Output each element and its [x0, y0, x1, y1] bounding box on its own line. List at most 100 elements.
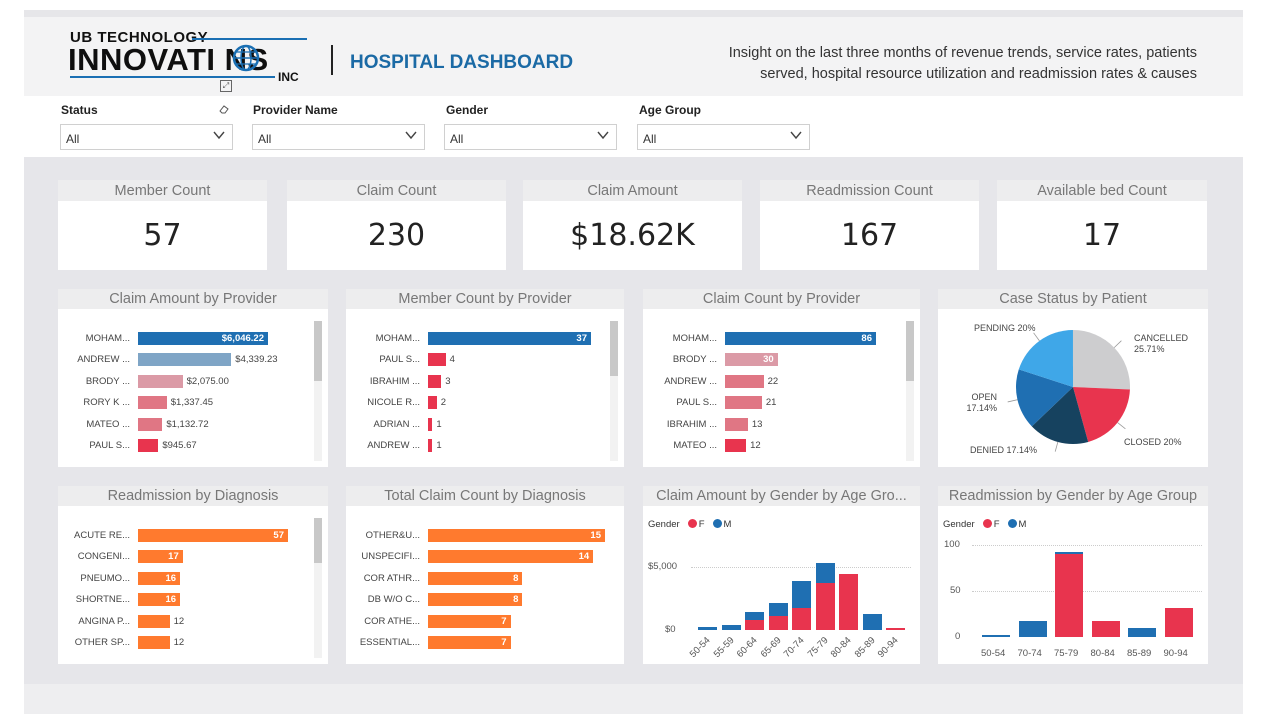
scrollbar-thumb[interactable]	[610, 321, 618, 376]
bar[interactable]	[138, 417, 163, 431]
scrollbar-thumb[interactable]	[314, 518, 322, 563]
kpi-title: Readmission Count	[760, 180, 979, 201]
bar[interactable]	[138, 353, 232, 367]
bar-male[interactable]	[721, 624, 741, 630]
filter-dropdown-provider[interactable]: All	[252, 124, 425, 150]
pie-slice-closed[interactable]	[1073, 387, 1130, 442]
scrollbar-thumb[interactable]	[314, 321, 322, 381]
bar[interactable]	[428, 571, 523, 585]
chart-readmission-by-diagnosis[interactable]: Readmission by Diagnosis ACUTE RE... 57 CO…	[58, 486, 328, 664]
bar[interactable]	[138, 529, 288, 542]
bar[interactable]	[138, 396, 167, 410]
scrollbar-track[interactable]	[314, 321, 322, 461]
chart-total-claim-count-by-diagnosis[interactable]: Total Claim Count by Diagnosis OTHER&U..…	[346, 486, 624, 664]
bar[interactable]	[725, 374, 764, 388]
bar[interactable]	[428, 593, 523, 607]
scrollbar-track[interactable]	[906, 321, 914, 461]
gridline	[972, 545, 1202, 546]
scrollbar-thumb[interactable]	[906, 321, 914, 381]
bar[interactable]	[725, 417, 748, 431]
bar-male[interactable]	[792, 580, 811, 609]
bar-category-label: ANGINA P...	[78, 615, 130, 627]
bar[interactable]	[138, 374, 183, 388]
bar[interactable]	[138, 614, 170, 628]
bar[interactable]	[428, 417, 433, 431]
pie-label-open: OPEN 17.14%	[963, 392, 997, 414]
bar-male[interactable]	[698, 627, 717, 630]
bar-female[interactable]	[839, 574, 858, 630]
pie-slice-pending[interactable]	[1018, 330, 1073, 387]
bar-male[interactable]	[815, 562, 835, 584]
scrollbar-track[interactable]	[610, 321, 618, 461]
bar[interactable]	[428, 529, 605, 542]
bar-female[interactable]	[1055, 554, 1083, 637]
filter-dropdown-gender[interactable]: All	[444, 124, 617, 150]
chart-claim-amount-by-gender-age[interactable]: Claim Amount by Gender by Age Gro... Gen…	[643, 486, 920, 664]
bar[interactable]	[725, 396, 762, 410]
bar[interactable]	[138, 332, 268, 345]
bar[interactable]	[138, 550, 183, 564]
header-bar	[24, 17, 1243, 96]
filter-dropdown-age-group[interactable]: All	[637, 124, 810, 150]
bar-female[interactable]	[792, 608, 811, 630]
bar[interactable]	[428, 550, 594, 564]
bar-category-label: BRODY ...	[85, 375, 130, 387]
bar-female[interactable]	[886, 628, 905, 630]
bar[interactable]	[138, 593, 181, 607]
bar[interactable]	[725, 439, 747, 452]
bar[interactable]	[428, 332, 591, 345]
bar[interactable]	[138, 636, 170, 649]
legend-dot	[712, 519, 722, 528]
filter-dropdown-status[interactable]: All	[60, 124, 233, 150]
bar-category-label: COR ATHR...	[363, 572, 420, 584]
bar[interactable]	[428, 396, 437, 410]
bar-female[interactable]	[1164, 608, 1193, 637]
eraser-icon[interactable]	[218, 103, 230, 115]
bar-female[interactable]	[815, 583, 835, 630]
pie-slice-open[interactable]	[1016, 369, 1073, 427]
chart-readmission-by-gender-age[interactable]: Readmission by Gender by Age Group Gende…	[938, 486, 1208, 664]
kpi-claim-amount[interactable]: Claim Amount $18.62K	[523, 180, 742, 270]
bar-male[interactable]	[745, 611, 764, 620]
scrollbar-track[interactable]	[314, 518, 322, 658]
kpi-readmission-count[interactable]: Readmission Count 167	[760, 180, 979, 270]
bar[interactable]	[138, 439, 159, 452]
bar[interactable]	[138, 571, 181, 585]
chart-case-status-by-patient[interactable]: Case Status by Patient CANCELLED 25.71% CL…	[938, 289, 1208, 467]
kpi-available-bed-count[interactable]: Available bed Count 17	[997, 180, 1207, 270]
bar-male[interactable]	[768, 603, 788, 617]
bar[interactable]	[725, 332, 876, 345]
bar-male[interactable]	[1018, 621, 1047, 637]
expand-icon[interactable]: ⤢	[220, 80, 232, 92]
chart-member-count-by-provider[interactable]: Member Count by Provider MOHAM... 37 PAUL …	[346, 289, 624, 467]
chart-claim-count-by-provider[interactable]: Claim Count by Provider MOHAM... 86 BRODY …	[643, 289, 920, 467]
chart-claim-amount-by-provider[interactable]: Claim Amount by Provider MOHAM... $6,046.…	[58, 289, 328, 467]
bar-female[interactable]	[745, 619, 764, 630]
bar[interactable]	[428, 636, 511, 649]
bar-male[interactable]	[1128, 627, 1156, 637]
kpi-member-count[interactable]: Member Count 57	[58, 180, 267, 270]
bar-female[interactable]	[1091, 621, 1120, 637]
bar[interactable]	[428, 614, 511, 628]
top-strip	[24, 10, 1243, 17]
bar-value-label: 57	[273, 530, 284, 541]
bar-male[interactable]	[982, 635, 1010, 637]
chart-title: Case Status by Patient	[938, 289, 1208, 309]
bar-male-cap[interactable]	[1055, 552, 1083, 555]
pie-slice-denied[interactable]	[1031, 387, 1089, 444]
bar-value-label: 8	[513, 594, 519, 606]
x-tick-label: 70-74	[1017, 648, 1042, 659]
bar-value-label: 86	[861, 333, 872, 344]
bar-category-label: ESSENTIAL...	[359, 637, 420, 648]
bar[interactable]	[725, 353, 778, 367]
bar[interactable]	[428, 353, 446, 367]
pie-slice-cancelled[interactable]	[1073, 330, 1130, 390]
pie-leader-line	[1117, 422, 1126, 430]
bar-male[interactable]	[862, 613, 882, 630]
kpi-value: 167	[840, 218, 899, 253]
gridline	[972, 591, 1202, 592]
bar-female[interactable]	[768, 616, 788, 630]
bar[interactable]	[428, 439, 433, 452]
bar[interactable]	[428, 374, 442, 388]
kpi-claim-count[interactable]: Claim Count 230	[287, 180, 506, 270]
